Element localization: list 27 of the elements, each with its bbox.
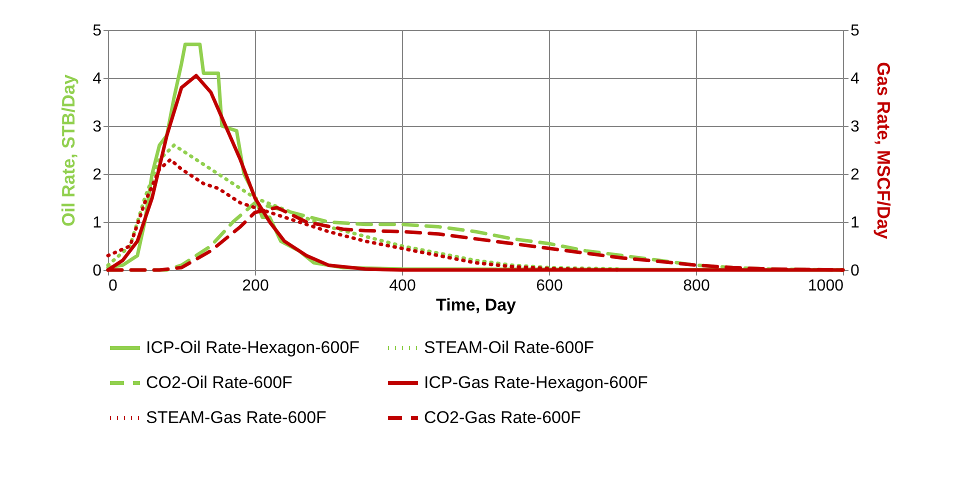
legend-label: ICP-Oil Rate-Hexagon-600F <box>146 338 360 357</box>
x-tick-label: 400 <box>389 278 416 294</box>
y2-tick-label: 2 <box>850 166 860 184</box>
y-axis-title: Oil Rate, STB/Day <box>58 74 79 227</box>
y2-tick-label: 5 <box>850 22 860 40</box>
y2-tick-label: 1 <box>850 214 860 232</box>
y2-tick-label: 3 <box>850 118 860 136</box>
y-tick-label: 2 <box>92 166 102 184</box>
legend-label: STEAM-Oil Rate-600F <box>424 338 594 357</box>
x-tick-label: 600 <box>536 278 563 294</box>
y-tick-label: 5 <box>92 22 102 40</box>
y2-tick-label: 4 <box>850 70 860 88</box>
y2-axis-title: Gas Rate, MSCF/Day <box>873 62 894 240</box>
y2-tick-label: 0 <box>850 262 860 280</box>
x-tick-label: 1000 <box>808 278 844 294</box>
y-tick-label: 3 <box>92 118 102 136</box>
x-tick-label: 0 <box>108 278 118 294</box>
y-tick-label: 1 <box>92 214 102 232</box>
legend-label: STEAM-Gas Rate-600F <box>146 408 326 427</box>
legend-label: CO2-Gas Rate-600F <box>424 408 581 427</box>
y-tick-label: 4 <box>92 70 102 88</box>
y-tick-label: 0 <box>92 262 102 280</box>
x-tick-label: 200 <box>242 278 269 294</box>
legend-label: CO2-Oil Rate-600F <box>146 373 292 392</box>
x-axis-title: Time, Day <box>436 296 517 314</box>
legend-label: ICP-Gas Rate-Hexagon-600F <box>424 373 648 392</box>
x-tick-label: 800 <box>683 278 710 294</box>
